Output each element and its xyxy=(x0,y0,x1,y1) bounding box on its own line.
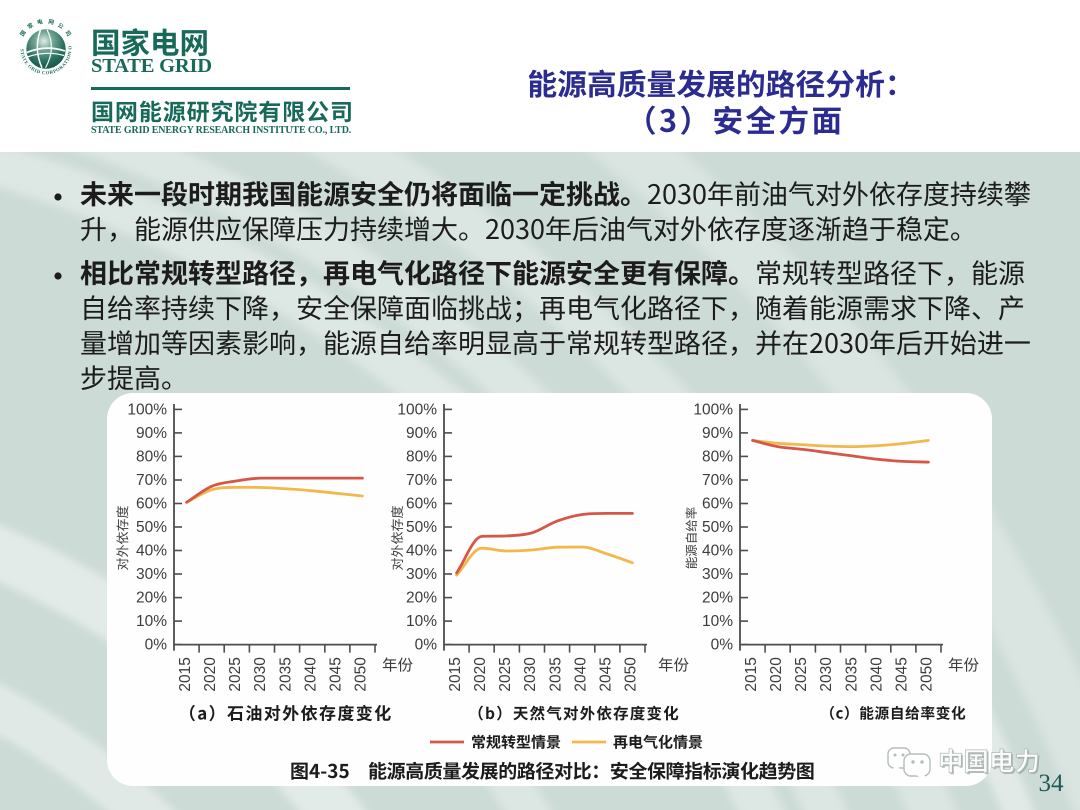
svg-text:2050: 2050 xyxy=(919,657,936,692)
svg-text:30%: 30% xyxy=(702,566,733,583)
svg-text:40%: 40% xyxy=(406,543,437,560)
svg-text:90%: 90% xyxy=(136,425,167,442)
svg-text:2030: 2030 xyxy=(522,657,539,692)
svg-text:10%: 10% xyxy=(136,613,167,630)
svg-text:80%: 80% xyxy=(702,448,733,465)
svg-text:0%: 0% xyxy=(415,637,438,654)
svg-text:70%: 70% xyxy=(136,472,167,489)
svg-text:2015: 2015 xyxy=(743,657,760,691)
svg-text:100%: 100% xyxy=(127,401,167,418)
svg-text:80%: 80% xyxy=(406,448,437,465)
svg-text:60%: 60% xyxy=(406,496,437,513)
svg-text:40%: 40% xyxy=(136,543,167,560)
svg-text:90%: 90% xyxy=(702,425,733,442)
svg-text:2040: 2040 xyxy=(868,657,885,692)
svg-text:2040: 2040 xyxy=(302,657,319,692)
svg-text:60%: 60% xyxy=(702,496,733,513)
svg-text:2045: 2045 xyxy=(894,657,911,691)
svg-text:2045: 2045 xyxy=(598,657,615,691)
svg-text:10%: 10% xyxy=(406,613,437,630)
svg-text:0%: 0% xyxy=(711,637,734,654)
svg-text:0%: 0% xyxy=(145,637,168,654)
svg-text:50%: 50% xyxy=(406,519,437,536)
svg-text:2020: 2020 xyxy=(768,657,785,692)
svg-text:20%: 20% xyxy=(406,590,437,607)
svg-text:80%: 80% xyxy=(136,448,167,465)
svg-text:90%: 90% xyxy=(406,425,437,442)
svg-text:2015: 2015 xyxy=(177,657,194,691)
svg-text:50%: 50% xyxy=(136,519,167,536)
svg-text:2045: 2045 xyxy=(328,657,345,691)
svg-text:2040: 2040 xyxy=(572,657,589,692)
svg-text:2015: 2015 xyxy=(447,657,464,691)
svg-text:2050: 2050 xyxy=(353,657,370,692)
svg-text:2035: 2035 xyxy=(843,657,860,691)
svg-text:2020: 2020 xyxy=(472,657,489,692)
svg-text:2035: 2035 xyxy=(547,657,564,691)
svg-text:30%: 30% xyxy=(136,566,167,583)
svg-text:2025: 2025 xyxy=(227,657,244,691)
svg-text:50%: 50% xyxy=(702,519,733,536)
svg-text:20%: 20% xyxy=(702,590,733,607)
svg-text:70%: 70% xyxy=(406,472,437,489)
svg-text:2025: 2025 xyxy=(497,657,514,691)
svg-text:10%: 10% xyxy=(702,613,733,630)
svg-text:2050: 2050 xyxy=(623,657,640,692)
svg-text:2035: 2035 xyxy=(277,657,294,691)
svg-text:70%: 70% xyxy=(702,472,733,489)
svg-text:100%: 100% xyxy=(693,401,733,418)
svg-text:2020: 2020 xyxy=(202,657,219,692)
svg-text:2030: 2030 xyxy=(252,657,269,692)
svg-text:100%: 100% xyxy=(397,401,437,418)
svg-text:2030: 2030 xyxy=(818,657,835,692)
svg-text:30%: 30% xyxy=(406,566,437,583)
svg-text:2025: 2025 xyxy=(793,657,810,691)
svg-text:20%: 20% xyxy=(136,590,167,607)
svg-text:60%: 60% xyxy=(136,496,167,513)
svg-text:40%: 40% xyxy=(702,543,733,560)
